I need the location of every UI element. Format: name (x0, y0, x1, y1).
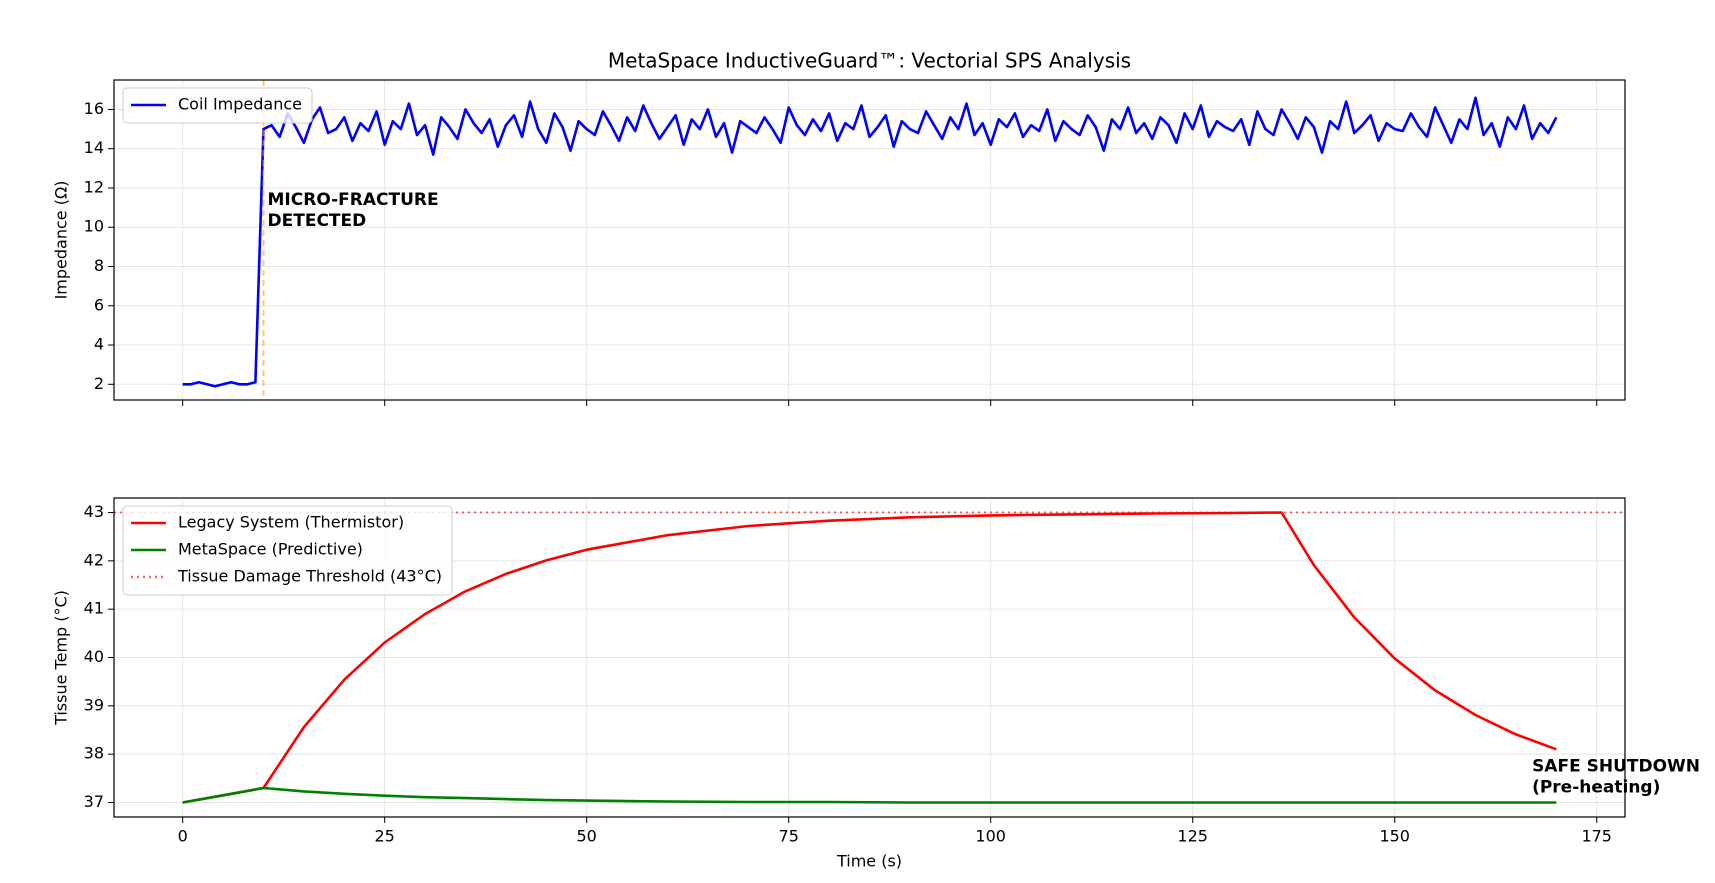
y-tick-label: 40 (84, 647, 104, 666)
data-line (182, 96, 1558, 388)
annotation: MICRO-FRACTURE (268, 190, 439, 210)
x-axis-label: Time (s) (836, 852, 902, 871)
legend-label: Tissue Damage Threshold (43°C) (177, 567, 442, 586)
y-tick-label: 43 (84, 502, 104, 521)
y-tick-label: 42 (84, 550, 104, 569)
legend: Coil Impedance (122, 87, 313, 124)
x-tick-label: 100 (975, 827, 1006, 846)
y-axis-label: Impedance (Ω) (52, 181, 71, 300)
y-tick-label: 14 (84, 138, 104, 157)
legend: Legacy System (Thermistor) MetaSpace (Pre… (122, 505, 453, 596)
x-tick-label: 125 (1177, 827, 1208, 846)
y-tick-label: 6 (94, 295, 104, 314)
x-tick-label: 150 (1379, 827, 1410, 846)
data-line (182, 511, 1557, 804)
plot-frame (113, 497, 1626, 818)
x-tick-label: 75 (779, 827, 799, 846)
legend-label: Legacy System (Thermistor) (178, 513, 404, 532)
annotation: DETECTED (268, 211, 367, 231)
annotation: (Pre-heating) (1532, 777, 1660, 797)
x-tick-label: 50 (577, 827, 597, 846)
chart-title: MetaSpace InductiveGuard™: Vectorial SPS… (608, 49, 1131, 73)
data-line (182, 786, 1557, 804)
x-tick-label: 175 (1581, 827, 1612, 846)
y-tick-label: 12 (84, 177, 104, 196)
plot-frame (113, 79, 1626, 401)
legend-box (122, 87, 313, 124)
legend-box (122, 505, 453, 596)
y-tick-label: 10 (84, 217, 104, 236)
annotation: SAFE SHUTDOWN (1532, 756, 1700, 776)
legend-label: MetaSpace (Predictive) (178, 540, 363, 559)
legend-label: Coil Impedance (178, 95, 302, 114)
y-axis-label: Tissue Temp (°C) (52, 590, 71, 726)
y-tick-label: 38 (84, 744, 104, 763)
y-tick-label: 37 (84, 792, 104, 811)
y-tick-label: 39 (84, 695, 104, 714)
y-tick-label: 41 (84, 599, 104, 618)
x-tick-label: 0 (178, 827, 188, 846)
y-tick-label: 4 (94, 335, 104, 354)
y-tick-label: 2 (94, 374, 104, 393)
y-tick-label: 8 (94, 256, 104, 275)
x-tick-label: 25 (375, 827, 395, 846)
y-tick-label: 16 (84, 99, 104, 118)
